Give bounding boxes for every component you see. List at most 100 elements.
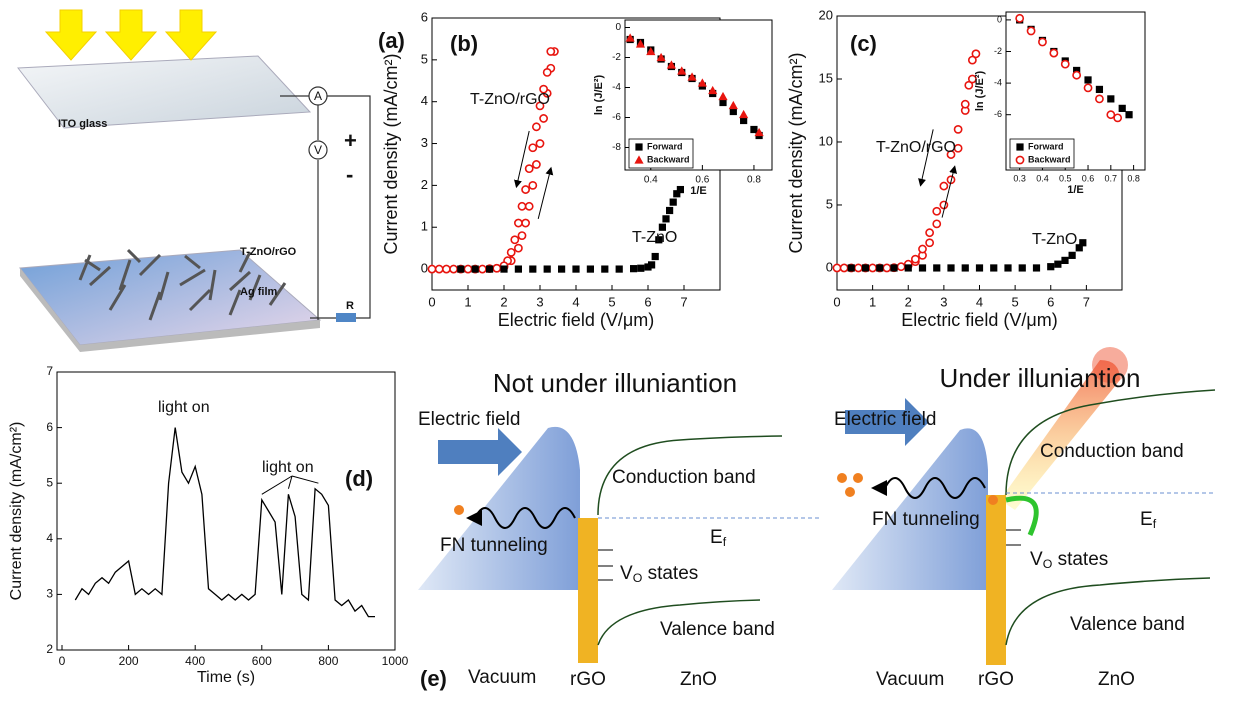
pointer-line [291,475,319,484]
data-point [477,264,487,274]
data-point [658,223,666,231]
data-point [666,206,674,215]
annotation: T-ZnO [632,229,677,246]
data-point [673,190,681,198]
y-tick-label: 0 [997,14,1002,24]
rgo-layer [578,518,598,663]
data-point [1073,66,1081,75]
data-point [1004,264,1012,272]
x-axis-label: Time (s) [197,669,255,686]
data-point [601,265,609,273]
y-axis-label: ln (J/E²) [593,75,605,116]
x-tick-label: 2 [905,294,912,309]
data-point [572,265,580,273]
data-point [708,85,718,95]
y-tick-label: 2 [421,177,428,192]
pointer-line [261,475,293,495]
x-axis-label: 1/E [690,185,707,197]
panel-label: (e) [420,666,447,691]
data-point [967,55,977,65]
data-point [910,254,920,264]
electron [988,495,998,505]
data-point [729,107,737,116]
data-point [542,68,552,77]
y-tick-label: -2 [994,46,1002,56]
y-tick-label: -8 [612,142,621,153]
y-axis-label: Current density (mA/cm²) [786,52,806,253]
y-tick-label: -4 [994,77,1002,87]
y-tick-label: 10 [819,133,833,148]
y-tick-label: 3 [421,135,428,150]
valence-band [597,599,761,646]
data-point [1095,94,1104,104]
states-main: V [620,563,633,584]
y-tick-label: -4 [612,82,621,93]
data-point [728,100,738,110]
data-point [1079,239,1087,247]
title-label: Under illuniantion [940,363,1141,393]
data-point [719,98,727,107]
panel-label: (a) [378,28,405,53]
data-point [1038,37,1047,47]
y-tick-label: 6 [421,9,428,24]
data-point [975,264,984,272]
data-point [648,261,656,269]
data-point [528,143,538,153]
data-point [1113,113,1123,123]
data-point [925,238,935,248]
sweep-arrow [514,130,530,189]
conduction-band [597,435,783,516]
data-point [514,265,522,273]
data-point [832,263,842,273]
zno-label: ZnO [680,669,717,690]
plot-frame [56,371,396,651]
data-point [868,263,878,273]
data-point [457,265,465,273]
y-tick-label: -6 [612,112,621,123]
data-point [971,49,981,59]
annotation: T-ZnO [1032,231,1077,248]
data-point [427,264,437,274]
panel-label: (d) [345,466,373,491]
data-point [918,264,927,272]
data-point [904,264,912,272]
data-point [662,215,670,223]
fermi-label: Ef [710,527,727,549]
barrier [418,426,580,590]
data-point [1075,244,1083,252]
y-tick-label: 3 [46,587,53,601]
data-point [990,264,998,272]
x-tick-label: 1000 [382,654,409,668]
data-point [656,52,666,62]
data-point [463,264,473,274]
diagram-a: A V + - R (a) ITO glass T-ZnO/rGO Ag fil… [17,9,405,352]
tunneling-arrow [871,477,986,499]
annotation: light on [158,399,210,416]
x-tick-label: 7 [680,294,687,309]
data-point [651,252,659,261]
y-tick-label: 20 [819,7,833,22]
excitation-arrow [1005,495,1039,537]
data-point [853,263,863,273]
data-point [750,125,758,134]
data-point [964,80,974,90]
y-tick-label: 0 [615,22,621,33]
data-point [946,150,956,159]
data-point [754,127,764,137]
fermi-main: E [1140,509,1153,530]
vo-levels [598,549,613,581]
y-tick-label: 6 [46,420,53,434]
tunneling-arrow [466,507,576,529]
x-tick-label: 0.4 [644,175,658,186]
data-point [1032,264,1041,272]
x-tick-label: 600 [252,654,272,668]
data-point [492,263,502,273]
sweep-arrow [941,165,958,218]
film-edge [20,268,320,352]
data-point [953,143,963,153]
data-point [535,139,545,148]
panel-label: (c) [850,31,877,56]
data-point [697,78,707,87]
legend-marker [1015,155,1025,165]
data-point [740,116,748,125]
